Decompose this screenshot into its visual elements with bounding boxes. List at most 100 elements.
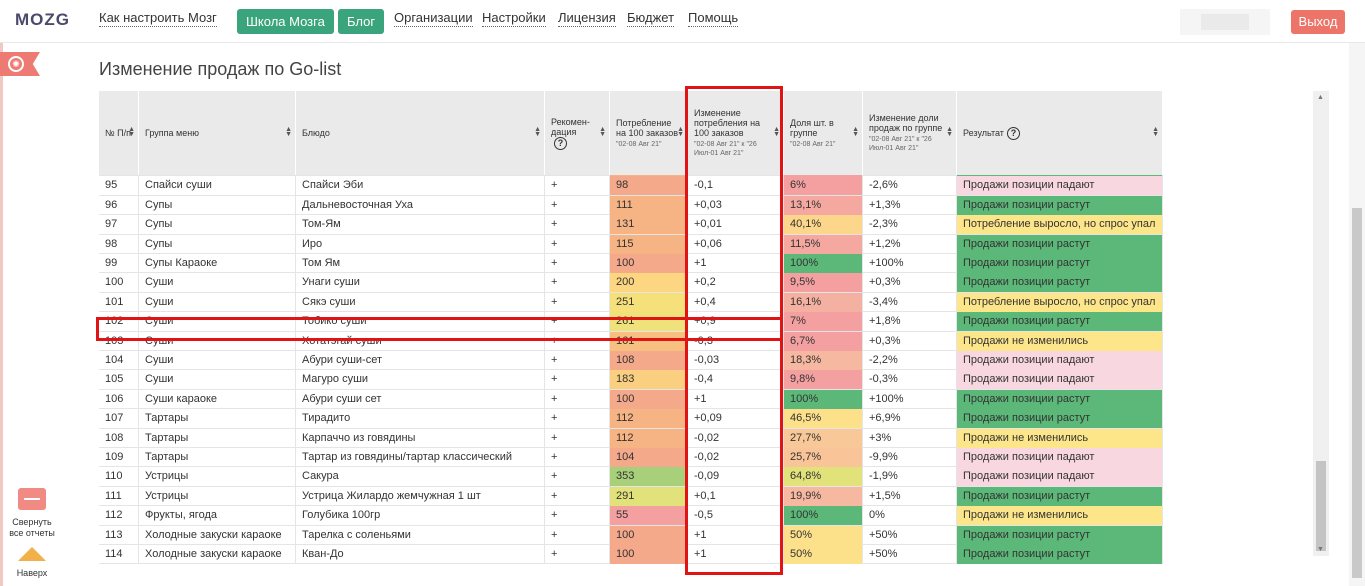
- row-share-change: -3,4%: [863, 292, 957, 312]
- row-number: 95: [99, 176, 139, 196]
- table-row[interactable]: 101 Суши Сякэ суши +251 +0,4 16,1% -3,4% Потреб…: [99, 292, 1163, 313]
- row-dish: Дальневосточная Уха: [296, 195, 545, 215]
- brain-menu-icon[interactable]: ✺: [0, 52, 40, 76]
- row-share-change: -1,9%: [863, 467, 957, 487]
- row-group: Суши: [139, 370, 296, 390]
- row-consumption-change: +0,01: [688, 215, 784, 235]
- top-navigation-bar: MOZG Как настроить Мозг Школа Мозга Блог…: [0, 0, 1365, 43]
- row-share-change: +0,3%: [863, 273, 957, 293]
- table-scrollbar[interactable]: ▲ ▼: [1313, 91, 1329, 556]
- row-share-change: +0,3%: [863, 331, 957, 351]
- row-share: 50%: [784, 525, 863, 545]
- table-row[interactable]: 100 Суши Унаги суши +200 +0,2 9,5% +0,3% Продаж…: [99, 273, 1163, 293]
- header-num[interactable]: № П/п ▲ ▼: [99, 91, 139, 175]
- header-recommendation[interactable]: Рекомен-дация? ▲ ▼: [545, 91, 610, 175]
- header-dish[interactable]: Блюдо ▲ ▼: [296, 91, 545, 175]
- row-recommendation: +: [545, 428, 610, 448]
- row-number: 114: [99, 545, 139, 564]
- nav-link-how-to-setup[interactable]: Как настроить Мозг: [99, 10, 217, 27]
- row-consumption: 100: [610, 545, 688, 564]
- user-account-box[interactable]: [1180, 9, 1270, 35]
- row-share-change: +100%: [863, 254, 957, 273]
- row-recommendation: +: [545, 448, 610, 467]
- row-recommendation: +: [545, 506, 610, 526]
- help-icon[interactable]: ?: [1006, 126, 1020, 140]
- row-group: Супы: [139, 195, 296, 215]
- table-row[interactable]: 97 Супы Том-Ям +131 +0,01 40,1% -2,3% Потреблен…: [99, 215, 1163, 235]
- school-button[interactable]: Школа Мозга: [237, 9, 334, 34]
- exit-button[interactable]: Выход: [1291, 10, 1345, 34]
- row-number: 98: [99, 234, 139, 254]
- header-share-change[interactable]: Изменение доли продаж по группе "02-08 Ав…: [863, 91, 957, 175]
- row-share: 64,8%: [784, 467, 863, 487]
- row-consumption-change: +0,1: [688, 486, 784, 506]
- header-group[interactable]: Группа меню ▲ ▼: [139, 91, 296, 175]
- blog-button[interactable]: Блог: [338, 9, 385, 34]
- row-recommendation: +: [545, 467, 610, 487]
- scroll-up-icon[interactable]: [18, 547, 46, 561]
- row-share-change: 0%: [863, 506, 957, 526]
- table-row[interactable]: 104 Суши Абури суши-сет +108 -0,03 18,3% -2,2%…: [99, 351, 1163, 371]
- row-consumption: 98: [610, 176, 688, 196]
- header-consumption[interactable]: Потребление на 100 заказов "02-08 Авг 21"…: [610, 91, 688, 175]
- row-dish: Иро: [296, 234, 545, 254]
- row-recommendation: +: [545, 176, 610, 196]
- row-recommendation: +: [545, 409, 610, 429]
- scroll-up-label[interactable]: Наверх: [16, 568, 48, 578]
- row-consumption: 100: [610, 254, 688, 273]
- row-consumption-change: -0,09: [688, 467, 784, 487]
- row-result: Продажи позиции падают: [957, 448, 1163, 467]
- table-row[interactable]: 95 Спайси суши Спайси Эби +98 -0,1 6% -2,6% Про…: [99, 176, 1163, 196]
- table-row[interactable]: 109 Тартары Тартар из говядины/тартар клас…: [99, 448, 1163, 468]
- table-row[interactable]: 114 Холодные закуски караоке Кван-До +100 +1…: [99, 545, 1163, 565]
- table-row[interactable]: 99 Супы Караоке Том Ям +100 +1 100% +100% Прода…: [99, 254, 1163, 274]
- row-share: 100%: [784, 389, 863, 409]
- row-consumption-change: +1: [688, 254, 784, 273]
- table-row[interactable]: 106 Суши караоке Абури суши сет +100 +1 100% +…: [99, 389, 1163, 410]
- row-consumption-change: +1: [688, 525, 784, 545]
- table-row[interactable]: 110 Устрицы Сакура +353 -0,09 64,8% -1,9% Прода…: [99, 467, 1163, 487]
- table-row[interactable]: 113 Холодные закуски караоке Тарелка с сол…: [99, 525, 1163, 545]
- row-number: 100: [99, 273, 139, 293]
- header-result[interactable]: Результат? ▲ ▼: [957, 91, 1163, 175]
- nav-link-budget[interactable]: Бюджет: [627, 10, 675, 27]
- nav-link-organizations[interactable]: Организации: [394, 10, 473, 27]
- row-consumption: 104: [610, 448, 688, 467]
- row-consumption: 100: [610, 389, 688, 409]
- row-dish: Голубика 100гр: [296, 506, 545, 526]
- table-row[interactable]: 98 Супы Иро +115 +0,06 11,5% +1,2% Продажи пози…: [99, 234, 1163, 254]
- row-consumption-change: +0,03: [688, 195, 784, 215]
- row-result: Продажи позиции растут: [957, 389, 1163, 409]
- row-share-change: -2,6%: [863, 176, 957, 196]
- row-group: Устрицы: [139, 486, 296, 506]
- row-dish: Тобико суши: [296, 312, 545, 332]
- header-consumption-change[interactable]: Изменение потребления на 100 заказов "02-…: [688, 91, 784, 175]
- row-dish: Кван-До: [296, 545, 545, 564]
- row-result: Продажи позиции растут: [957, 234, 1163, 254]
- table-row[interactable]: 103 Суши Хотатэгай суши +161 -0,3 6,7% +0,3% Пр…: [99, 331, 1163, 351]
- row-recommendation: +: [545, 273, 610, 293]
- table-row[interactable]: 107 Тартары Тирадито +112 +0,09 46,5% +6,9% Про…: [99, 409, 1163, 429]
- row-dish: Спайси Эби: [296, 176, 545, 196]
- nav-link-settings[interactable]: Настройки: [482, 10, 546, 27]
- row-recommendation: +: [545, 234, 610, 254]
- row-result: Продажи позиции падают: [957, 351, 1163, 370]
- collapse-all-label[interactable]: Свернуть все отчеты: [9, 517, 55, 538]
- help-icon[interactable]: ?: [554, 136, 567, 150]
- row-share: 11,5%: [784, 234, 863, 254]
- header-share[interactable]: Доля шт. в группе "02-08 Авг 21" ▲ ▼: [784, 91, 863, 175]
- table-row[interactable]: 112 Фрукты, ягода Голубика 100гр +55 -0,5 100…: [99, 506, 1163, 526]
- table-row[interactable]: 102 Суши Тобико суши +261 +0,9 7% +1,8% Продажи…: [99, 312, 1163, 332]
- page-scrollbar[interactable]: [1349, 43, 1365, 586]
- table-row[interactable]: 105 Суши Магуро суши +183 -0,4 9,8% -0,3% Прода…: [99, 370, 1163, 390]
- nav-link-help[interactable]: Помощь: [688, 10, 739, 27]
- table-row[interactable]: 108 Тартары Карпаччо из говядины +112 -0,02 2…: [99, 428, 1163, 448]
- table-row[interactable]: 111 Устрицы Устрица Жилардо жемчужная 1 шт…: [99, 486, 1163, 507]
- row-consumption: 161: [610, 331, 688, 351]
- nav-link-license[interactable]: Лицензия: [558, 10, 616, 27]
- table-row[interactable]: 96 Супы Дальневосточная Уха +111 +0,03 13,1% +…: [99, 195, 1163, 216]
- row-number: 108: [99, 428, 139, 448]
- collapse-all-icon[interactable]: [18, 488, 46, 510]
- row-number: 101: [99, 292, 139, 312]
- mozg-logo[interactable]: MOZG: [15, 10, 70, 29]
